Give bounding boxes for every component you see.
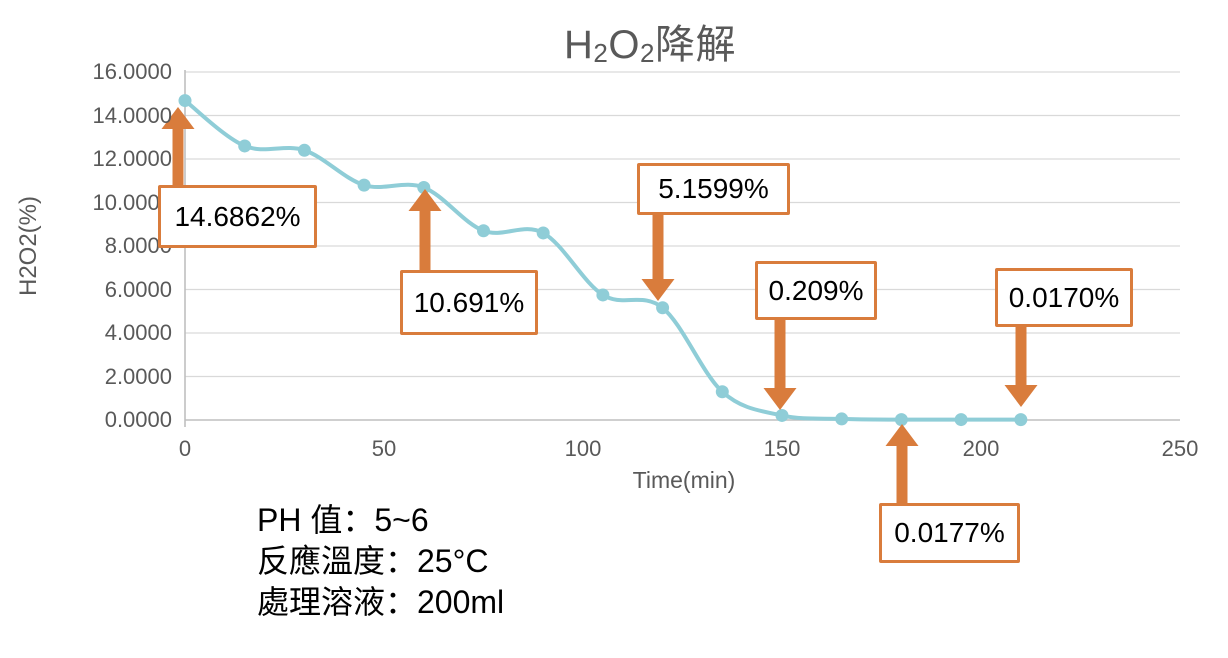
annotation-arrow — [1004, 326, 1038, 407]
annotation-box: 0.0177% — [879, 503, 1020, 563]
x-tick-label: 50 — [371, 436, 397, 461]
data-point — [775, 408, 789, 422]
y-tick-label: 12.0000 — [92, 146, 172, 171]
experiment-conditions: PH 值：5~6 反應溫度：25°C 處理溶液：200ml — [257, 500, 504, 623]
annotation-arrow — [641, 214, 675, 301]
annotation-arrow — [763, 319, 797, 410]
annotation-box: 0.209% — [755, 261, 877, 320]
annotation-box: 5.1599% — [637, 163, 790, 215]
data-point — [297, 143, 311, 157]
data-point — [954, 413, 968, 427]
data-point — [894, 413, 908, 427]
x-tick-label: 150 — [763, 436, 801, 461]
y-tick-label: 0.0000 — [104, 407, 172, 432]
data-point — [835, 412, 849, 426]
y-tick-label: 6.0000 — [104, 276, 172, 302]
note-temperature: 反應溫度：25°C — [257, 543, 489, 579]
x-tick-label: 200 — [962, 436, 1000, 461]
note-volume: 處理溶液：200ml — [257, 584, 505, 620]
data-point — [715, 385, 729, 399]
data-point — [477, 224, 490, 238]
note-ph: PH 值：5~6 — [257, 502, 429, 538]
x-tick-label: 100 — [564, 436, 602, 461]
y-tick-label: 4.0000 — [104, 320, 172, 345]
data-point — [417, 180, 431, 194]
data-point — [178, 94, 192, 108]
y-tick-label: 14.0000 — [92, 102, 172, 128]
y-tick-label: 8.0000 — [104, 233, 172, 258]
x-tick-label: 250 — [1161, 436, 1199, 461]
data-point — [656, 301, 670, 315]
annotation-arrow — [885, 424, 919, 504]
y-tick-label: 16.0000 — [92, 59, 172, 84]
y-axis-title: H2O2(%) — [15, 195, 42, 297]
x-axis-title: Time(min) — [632, 467, 736, 493]
annotation-box: 10.691% — [400, 270, 538, 335]
data-point — [536, 226, 550, 240]
chart-title: H2O2降解 — [564, 23, 736, 68]
y-tick-label: 10.0000 — [92, 189, 172, 215]
data-point — [596, 288, 610, 302]
data-point — [238, 139, 252, 153]
annotation-arrow — [408, 189, 442, 272]
annotation-box: 0.0170% — [995, 268, 1133, 327]
data-point — [357, 178, 371, 192]
y-tick-label: 2.0000 — [104, 363, 172, 389]
annotation-box: 14.6862% — [158, 185, 317, 248]
data-point — [1014, 413, 1028, 427]
x-tick-label: 0 — [178, 436, 192, 461]
annotation-arrow — [161, 107, 195, 187]
